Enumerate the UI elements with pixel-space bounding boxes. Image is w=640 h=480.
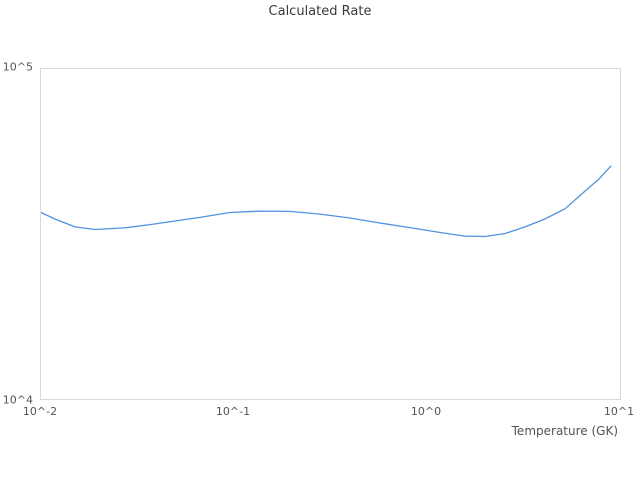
- plot-area: [40, 68, 621, 400]
- x-tick-1e-2: 10^-2: [22, 405, 58, 418]
- x-axis-title: Temperature (GK): [511, 424, 618, 438]
- y-tick-1e4: 10^4: [2, 393, 33, 407]
- x-tick-1e-1: 10^-1: [215, 405, 251, 418]
- rate-line: [41, 165, 612, 238]
- chart-title: Calculated Rate: [268, 4, 372, 19]
- x-tick-1e0: 10^0: [410, 405, 442, 418]
- rate-line-svg: [41, 165, 612, 238]
- x-tick-1e1: 10^1: [603, 405, 635, 418]
- y-tick-1e5: 10^5: [2, 60, 33, 74]
